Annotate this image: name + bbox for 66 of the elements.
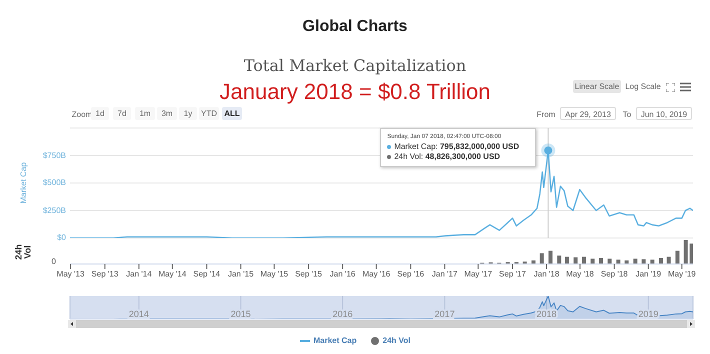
bar	[564, 256, 569, 264]
bar	[666, 256, 671, 264]
x-tick-label: May '19	[668, 270, 696, 279]
y-tick-label: $750B	[42, 150, 66, 160]
x-tick-label: Sep '14	[193, 270, 221, 279]
y-tick-label: $500B	[42, 178, 66, 187]
x-tick-label: May '13	[56, 270, 85, 279]
annotation: 24h Vol: 48,826,300,000 USD	[394, 152, 500, 162]
x-tick-label: 2015	[230, 309, 251, 319]
bar	[599, 258, 603, 264]
bar	[642, 259, 646, 264]
x-tick-label: Jan '19	[636, 270, 662, 279]
y-tick-label: $250B	[42, 206, 66, 216]
text: 7d	[113, 107, 131, 120]
text: Jun 10, 2019	[636, 107, 692, 120]
x-tick-label: Sep '15	[295, 270, 323, 279]
text: 3m	[157, 107, 177, 120]
bar	[650, 260, 654, 264]
x-tick-label: May '17	[464, 270, 493, 279]
bar	[616, 260, 620, 264]
y-tick-label: $0	[56, 233, 66, 243]
bar	[633, 258, 638, 264]
bar	[582, 256, 586, 264]
x-tick-label: Jan '17	[432, 270, 458, 279]
y-axis-title: 24h Vol	[14, 244, 34, 260]
x-tick-label: May '18	[566, 270, 594, 279]
text: Apr 29, 2013	[560, 107, 616, 120]
text: 1m	[135, 107, 155, 120]
text: To	[622, 109, 632, 121]
bar	[675, 250, 680, 264]
text: ALL	[222, 107, 242, 120]
x-tick-label: May '16	[362, 270, 391, 279]
text: 1d	[91, 107, 109, 120]
x-tick-label: May '14	[158, 270, 187, 279]
bar	[557, 256, 562, 264]
x-tick-label: May '15	[260, 270, 289, 279]
x-tick-label: Sep '16	[397, 270, 425, 279]
text: 1y	[179, 107, 197, 120]
bar	[658, 258, 663, 264]
x-tick-label: 2014	[128, 309, 149, 319]
bar	[548, 250, 553, 264]
chart-title: Global Charts	[302, 18, 408, 36]
y-axis-title: Market Cap	[18, 162, 28, 204]
x-tick-label: 2018	[536, 309, 557, 319]
legend-label: Market Cap	[312, 336, 357, 345]
x-tick-label: 2016	[332, 309, 353, 319]
x-tick-label: Jan '18	[534, 270, 560, 279]
text: From	[536, 109, 556, 121]
bar	[608, 258, 612, 264]
text: YTD	[199, 107, 219, 120]
text: Linear Scale	[573, 80, 621, 93]
x-tick-label: Sep '18	[600, 270, 628, 279]
bar	[590, 258, 595, 264]
text: Log Scale	[624, 81, 662, 93]
text: 0	[50, 257, 56, 267]
chart-subtitle: Total Market Capitalization	[242, 56, 468, 75]
x-tick-label: Sep '17	[499, 270, 526, 279]
annotation: Market Cap: 795,832,000,000 USD	[394, 142, 520, 152]
bar	[540, 253, 544, 264]
text: January 2018 = $0.8 Trillion	[220, 79, 490, 104]
x-tick-label: Jan '16	[330, 270, 356, 279]
x-tick-label: Jan '14	[126, 270, 152, 279]
x-tick-label: 2017	[434, 309, 455, 319]
legend-label: 24h Vol	[382, 336, 410, 345]
x-tick-label: Sep '13	[91, 270, 119, 279]
x-tick-label: Jan '15	[228, 270, 254, 279]
